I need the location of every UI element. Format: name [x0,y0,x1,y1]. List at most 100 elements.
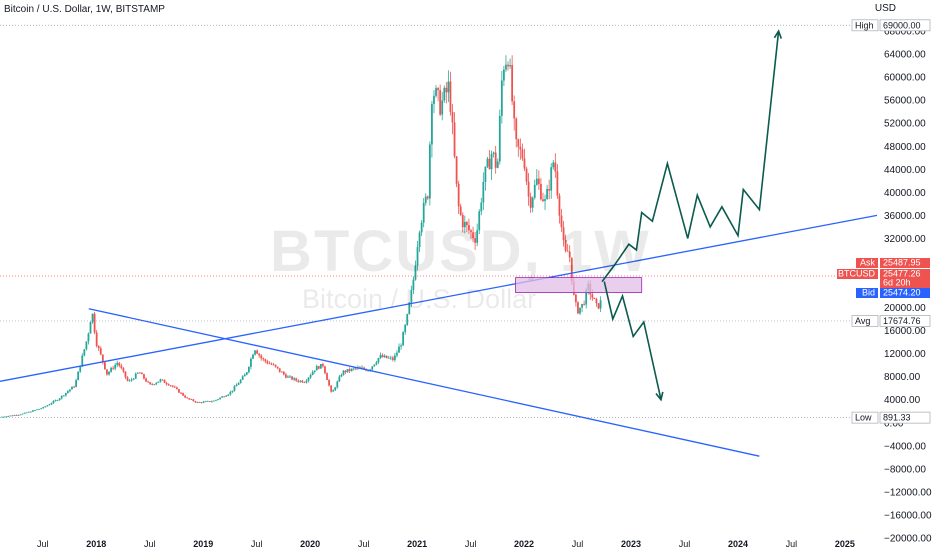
candle-body [558,195,561,216]
candle-body [95,332,98,347]
candle-body [544,199,546,202]
candle-body [517,139,520,147]
candle-body [110,367,112,372]
projection-down-path-arrowhead [655,391,664,402]
candle-body [412,279,415,291]
candle-body [99,348,102,355]
last-symbol-label-box [837,269,878,279]
candle-body [470,230,472,233]
candle-body [130,379,133,381]
candle-body [229,391,232,395]
candle-body [291,376,293,380]
y-tick-label: 8000.00 [884,372,921,383]
candle-body [126,377,129,381]
candle-body [525,168,528,182]
candle-body [451,111,454,123]
candle-body [194,401,197,403]
y-tick-label: 68000.00 [884,27,926,38]
candle-body [334,387,337,391]
candle-body [396,352,398,356]
y-tick-label: −20000.00 [884,534,932,545]
candle-body [266,361,269,364]
candle-body [527,181,530,197]
candle-body [431,104,433,145]
candle-body [548,188,551,191]
candle-body [276,366,279,369]
candle-body [204,401,207,403]
candle-body [252,354,254,359]
candle-body [317,366,320,369]
candle-body [258,353,261,356]
y-tick-label: 0.00 [884,418,904,429]
y-tick-label: 36000.00 [884,211,926,222]
candle-body [163,379,166,383]
candle-body [7,415,10,417]
bid-value-text: 25474.20 [883,288,921,298]
candle-body [106,369,108,375]
candle-body [157,381,160,383]
candle-body [153,384,156,386]
candle-body [492,152,495,154]
candle-body [34,410,36,411]
candle-body [192,399,195,402]
support-zone[interactable] [515,277,643,293]
candle-body [426,196,429,199]
y-tick-label: 12000.00 [884,349,926,360]
x-tick-label: Jul [572,539,584,549]
bid-label-text: Bid [862,288,875,298]
trendlines[interactable] [0,214,878,457]
ask-value-text: 25487.95 [883,258,921,268]
projection-up-path [601,30,780,283]
candle-body [344,370,347,373]
candle-body [108,371,110,375]
candle-body [36,409,38,411]
candle-body [85,341,88,350]
candle-body [305,380,308,383]
candle-body [500,80,503,116]
candle-body [274,364,277,367]
candle-body [552,162,555,168]
candle-body [309,375,312,378]
time-axis[interactable]: Jul 2018 Jul 2019 Jul 2020 Jul 2021 Jul 2022 Jul 20… [37,539,855,549]
candle-body [93,313,96,333]
candle-body [453,122,456,157]
candle-body [507,64,509,67]
candle-body [566,250,569,252]
candle-body [89,322,92,334]
candle-body [122,368,125,372]
candle-body [278,368,281,372]
candle-body [494,152,497,168]
candle-body [143,374,145,379]
ask-label-box [856,258,878,268]
candle-body [513,101,516,119]
low-label-box [851,411,879,424]
candle-body [180,392,182,394]
candle-body [324,366,326,374]
bid-label-box [856,288,878,298]
candle-body [54,400,57,401]
x-tick-label: 2021 [407,539,427,549]
candle-body [270,363,273,365]
candle-body [221,396,224,398]
candle-body [196,402,199,403]
projection-paths[interactable] [601,29,783,402]
candle-body [21,413,24,415]
candle-body [147,381,149,383]
y-tick-label: 48000.00 [884,142,926,153]
price-axis[interactable]: 68000.00 64000.00 60000.00 56000.00 52000.00… [884,27,932,545]
candle-body [32,410,34,412]
candle-body [254,350,256,355]
countdown-box [880,279,930,288]
candle-body [77,371,80,381]
candle-body [490,153,493,170]
countdown-text: 6d 20h [883,278,911,288]
candle-body [336,381,339,388]
candle-body [474,238,477,243]
candle-body [433,95,435,105]
candle-body [42,407,45,409]
y-tick-label: 40000.00 [884,188,926,199]
candle-body [132,378,135,380]
candle-body [215,399,217,401]
candle-body [359,367,361,369]
